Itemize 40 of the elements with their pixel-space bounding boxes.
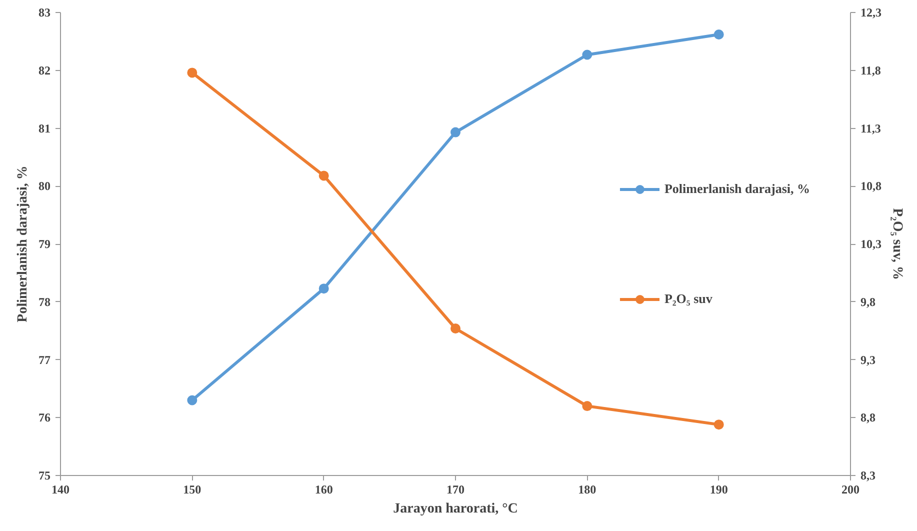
x-tick-label: 160 — [314, 482, 333, 496]
point — [318, 284, 329, 294]
x-tick-label: 180 — [578, 482, 596, 496]
y2-tick-label: 8,3 — [860, 468, 876, 482]
y-tick-label: 77 — [38, 352, 50, 367]
y-tick-label: 76 — [38, 410, 50, 425]
y-tick-label: 79 — [38, 237, 50, 251]
legend-label: P₂O₅ suv — [664, 290, 712, 306]
y2-tick-label: 10,8 — [860, 179, 882, 194]
point — [582, 401, 592, 412]
x-tick-label: 190 — [710, 482, 728, 496]
y-tick-label: 81 — [38, 121, 50, 136]
y-tick-label: 82 — [38, 63, 50, 78]
y2-tick-label: 9,3 — [860, 352, 876, 367]
x-axis-title: Jarayon harorati, °C — [393, 502, 518, 516]
point — [187, 68, 198, 78]
x-tick-label: 150 — [183, 482, 202, 496]
y2-axis-title: P₂O₅ suv, % — [890, 208, 904, 280]
point — [714, 420, 724, 430]
point — [450, 324, 460, 334]
y-tick-label: 75 — [38, 468, 50, 482]
y2-tick-label: 11,3 — [860, 121, 881, 136]
y2-tick-label: 9,8 — [860, 294, 876, 309]
y-tick-label: 83 — [38, 6, 50, 20]
point — [187, 395, 198, 406]
point — [714, 30, 724, 40]
legend-label: Polimerlanish darajasi, % — [664, 180, 810, 196]
point — [582, 50, 592, 60]
point — [450, 127, 460, 138]
x-tick-label: 140 — [52, 482, 70, 496]
y2-tick-label: 10,3 — [860, 237, 882, 251]
y-tick-label: 80 — [38, 179, 50, 194]
y2-tick-label: 8,8 — [860, 410, 876, 425]
x-tick-label: 170 — [446, 482, 464, 496]
y2-tick-label: 12,3 — [860, 6, 882, 20]
point — [318, 170, 329, 181]
y-tick-label: 78 — [38, 294, 50, 309]
y-axis-title: Polimerlanish darajasi, % — [16, 166, 30, 322]
y2-tick-label: 11,8 — [860, 63, 881, 78]
x-tick-label: 200 — [842, 482, 860, 496]
